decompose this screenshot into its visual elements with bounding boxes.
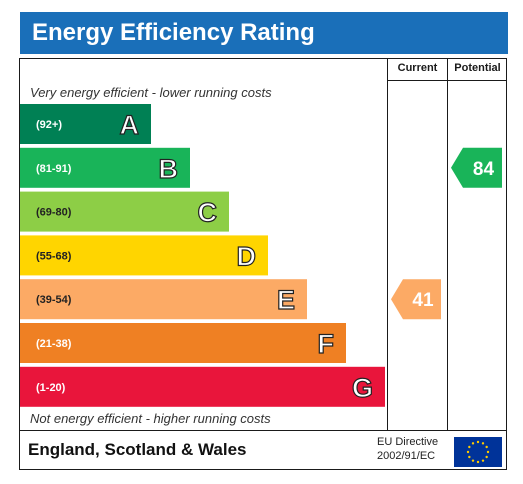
potential-column-divider — [447, 59, 448, 430]
potential-column-header: Potential — [454, 62, 501, 74]
band-range-b: (81-91) — [36, 163, 72, 175]
band-letter-f: F — [318, 329, 335, 359]
title-bar: Energy Efficiency Rating — [20, 12, 508, 54]
potential-rating-value: 84 — [473, 159, 495, 180]
directive-line-1: EU Directive — [377, 436, 439, 448]
current-rating-value: 41 — [412, 290, 434, 311]
band-c — [20, 191, 229, 232]
band-letter-c: C — [198, 198, 218, 228]
band-e — [20, 279, 307, 320]
bottom-caption: Not energy efficient - higher running co… — [30, 411, 271, 426]
band-b — [20, 147, 190, 188]
band-range-e: (39-54) — [36, 294, 72, 306]
potential-rating-arrow — [451, 147, 502, 188]
rating-table: Current Potential Very energy efficient … — [19, 58, 507, 431]
band-letter-d: D — [237, 241, 257, 271]
band-letter-a: A — [120, 110, 140, 140]
band-a — [20, 104, 151, 144]
current-column-header: Current — [397, 62, 438, 74]
directive-line-2: 2002/91/EC — [377, 450, 436, 462]
footer: England, Scotland & Wales EU Directive 2… — [19, 430, 507, 470]
eu-flag-icon — [454, 437, 502, 467]
current-rating-arrow — [391, 279, 441, 320]
band-range-d: (55-68) — [36, 250, 72, 262]
band-f — [20, 323, 346, 363]
header-divider — [387, 80, 506, 81]
region-label: England, Scotland & Wales — [28, 440, 247, 459]
band-range-a: (92+) — [36, 119, 62, 131]
band-d — [20, 235, 268, 276]
band-range-c: (69-80) — [36, 207, 72, 219]
page-title: Energy Efficiency Rating — [32, 19, 315, 46]
band-letter-g: G — [352, 373, 373, 403]
band-g — [20, 366, 385, 407]
band-letter-e: E — [277, 285, 295, 315]
band-range-f: (21-38) — [36, 338, 72, 350]
band-range-g: (1-20) — [36, 382, 66, 394]
band-letter-b: B — [159, 154, 179, 184]
eu-directive: EU Directive 2002/91/EC — [377, 435, 438, 463]
current-column-divider — [387, 59, 388, 430]
top-caption: Very energy efficient - lower running co… — [30, 85, 272, 100]
